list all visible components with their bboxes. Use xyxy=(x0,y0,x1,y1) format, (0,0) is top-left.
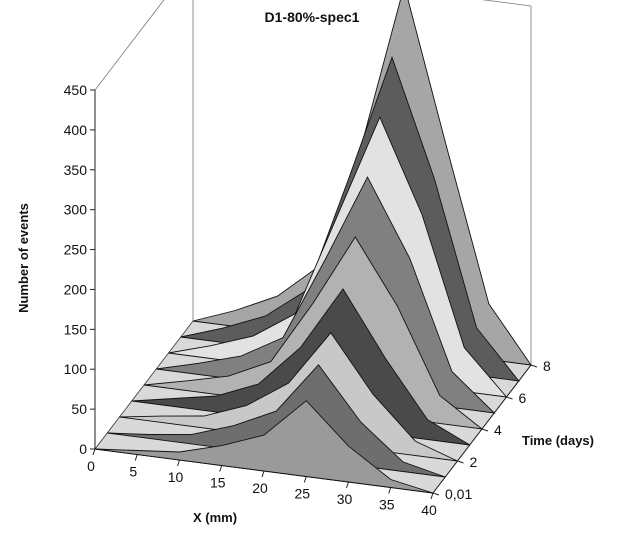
tick-labels: 0 50 100 150 200 250 300 350 400 450 0 5 10 15 20 25 30 3… xyxy=(64,82,551,518)
x-tick-mark xyxy=(219,465,223,472)
box-edge-top-left xyxy=(94,0,165,91)
z-axis-label: Time (days) xyxy=(522,433,594,448)
box-edge-top-back xyxy=(481,0,532,7)
y-tick-label: 150 xyxy=(64,321,88,337)
surface-strip xyxy=(131,288,471,446)
x-tick-label: 40 xyxy=(421,502,437,518)
y-tick-label: 200 xyxy=(64,281,88,297)
y-tick-label: 350 xyxy=(64,162,88,178)
time-tick-mark xyxy=(432,492,440,496)
x-tick-label: 15 xyxy=(210,475,226,491)
x-tick-mark xyxy=(388,487,392,494)
x-tick-mark xyxy=(134,454,138,461)
x-tick-mark xyxy=(261,470,265,478)
y-tick-label: 300 xyxy=(64,202,88,218)
y-tick-label: 450 xyxy=(64,82,88,98)
time-tick-label: 8 xyxy=(543,358,551,374)
chart-title: D1-80%-spec1 xyxy=(265,9,360,25)
x-tick-mark xyxy=(177,459,180,467)
time-tick-label: 4 xyxy=(494,422,502,438)
surface-strip xyxy=(94,400,434,494)
y-axis-label: Number of events xyxy=(16,203,31,313)
time-tick-mark xyxy=(530,364,538,368)
y-tick-label: 50 xyxy=(71,401,87,417)
time-tick-label: 0,01 xyxy=(445,486,472,502)
surface-strips xyxy=(94,0,532,494)
time-tick-label: 2 xyxy=(470,454,478,470)
y-tick-label: 0 xyxy=(79,441,87,457)
y-tick-label: 100 xyxy=(64,361,88,377)
time-tick-label: 6 xyxy=(519,390,527,406)
x-axis-label: X (mm) xyxy=(193,510,237,525)
x-tick-label: 10 xyxy=(168,469,184,485)
y-tick-label: 400 xyxy=(64,122,88,138)
surface-strip xyxy=(119,332,458,462)
x-tick-label: 20 xyxy=(252,480,268,496)
time-tick-mark xyxy=(457,460,464,464)
surface-strip xyxy=(107,364,446,478)
x-tick-mark xyxy=(92,448,96,456)
x-tick-label: 30 xyxy=(337,491,353,507)
x-tick-label: 0 xyxy=(87,458,95,474)
x-tick-mark xyxy=(346,481,349,489)
time-tick-mark xyxy=(506,396,513,400)
x-tick-mark xyxy=(303,476,307,483)
y-tick-label: 250 xyxy=(64,242,88,258)
x-tick-mark xyxy=(430,492,434,500)
x-tick-label: 35 xyxy=(379,497,395,513)
x-tick-label: 5 xyxy=(129,464,137,480)
x-tick-label: 25 xyxy=(294,486,310,502)
